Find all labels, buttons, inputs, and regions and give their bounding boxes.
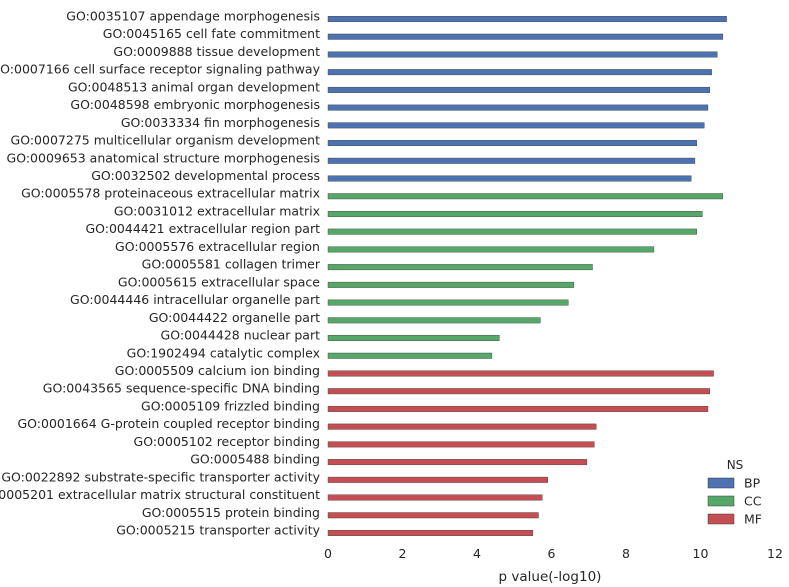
category-label: GO:0005215 transporter activity — [116, 523, 320, 538]
category-label: GO:0044422 organelle part — [149, 310, 320, 325]
category-label: GO:0031012 extracellular matrix — [114, 203, 320, 218]
bar-cc — [327, 228, 697, 235]
x-tick-label: 2 — [399, 546, 407, 561]
legend-swatch-bp — [707, 477, 735, 489]
legend-label-bp: BP — [744, 476, 761, 491]
category-label: GO:0033334 fin morphogenesis — [121, 115, 320, 130]
bar-mf — [327, 405, 709, 412]
bar-cc — [327, 317, 541, 324]
bar-mf — [327, 512, 539, 519]
bar-bp — [327, 140, 697, 147]
bar-cc — [327, 281, 575, 288]
bar-cc — [327, 246, 655, 253]
bars-layer — [327, 16, 727, 536]
category-label: GO:0005109 frizzled binding — [141, 398, 320, 413]
category-label: GO:0044421 extracellular region part — [85, 221, 320, 236]
legend-label-mf: MF — [744, 512, 762, 527]
bar-mf — [327, 388, 711, 395]
category-label: GO:0009888 tissue development — [113, 44, 320, 59]
bar-bp — [327, 33, 724, 40]
category-label: GO:0005615 extracellular space — [118, 274, 320, 289]
category-label: GO:0005509 calcium ion binding — [115, 363, 320, 378]
x-tick-label: 0 — [324, 546, 332, 561]
bar-bp — [327, 122, 705, 129]
bar-mf — [327, 370, 714, 377]
bar-cc — [327, 335, 500, 341]
x-tick-label: 8 — [622, 546, 630, 561]
bar-bp — [327, 51, 718, 58]
legend: NS BP CC MF — [707, 458, 762, 527]
x-tick-label: 4 — [473, 546, 481, 561]
category-label: GO:0005515 protein binding — [142, 505, 320, 520]
bar-bp — [327, 69, 712, 76]
bar-bp — [327, 157, 696, 164]
legend-swatch-mf — [707, 513, 735, 525]
category-label: GO:0045165 cell fate commitment — [103, 26, 320, 41]
x-tick-label: 10 — [693, 546, 709, 561]
bar-cc — [327, 193, 724, 200]
bar-mf — [327, 459, 588, 466]
category-label: GO:0005201 extracellular matrix structur… — [0, 487, 320, 502]
bar-mf — [327, 494, 543, 501]
category-label: GO:0005576 extracellular region — [115, 239, 320, 254]
category-labels: GO:0035107 appendage morphogenesis GO:004… — [0, 9, 321, 538]
category-label: GO:0044428 nuclear part — [161, 328, 321, 343]
category-label: GO:0022892 substrate-specific transporte… — [1, 469, 320, 484]
category-label: GO:0001664 G-protein coupled receptor bi… — [17, 416, 320, 431]
category-label: GO:0007166 cell surface receptor signali… — [0, 62, 321, 77]
x-axis-ticks: 0 2 4 6 8 10 12 — [324, 546, 783, 561]
category-label: GO:0048513 animal organ development — [68, 79, 320, 94]
category-label: GO:0043565 sequence-specific DNA binding — [43, 381, 320, 396]
category-label: GO:0044446 intracellular organelle part — [70, 292, 320, 307]
category-label: GO:1902494 catalytic complex — [127, 345, 320, 360]
bar-bp — [327, 86, 711, 93]
bar-mf — [327, 476, 548, 483]
x-tick-label: 12 — [767, 546, 783, 561]
legend-label-cc: CC — [744, 494, 762, 509]
category-label: GO:0009653 anatomical structure morphoge… — [7, 150, 320, 165]
category-label: GO:0048598 embryonic morphogenesis — [70, 97, 320, 112]
bar-bp — [327, 104, 709, 111]
bar-mf — [327, 423, 597, 430]
category-label: GO:0032502 developmental process — [91, 168, 320, 183]
bar-mf — [327, 441, 595, 448]
bar-cc — [327, 264, 593, 271]
category-label: GO:0035107 appendage morphogenesis — [66, 9, 320, 24]
x-axis-label: p value(-log10) — [499, 569, 602, 585]
bar-bp — [327, 175, 692, 182]
category-label: GO:0005488 binding — [190, 452, 320, 467]
bar-bp — [327, 16, 727, 22]
bar-cc — [327, 352, 493, 359]
bar-cc — [327, 299, 569, 306]
category-label: GO:0007275 multicellular organism develo… — [11, 133, 321, 148]
x-tick-label: 6 — [548, 546, 556, 561]
legend-title: NS — [727, 458, 744, 472]
bar-cc — [327, 211, 703, 217]
category-label: GO:0005578 proteinaceous extracellular m… — [21, 186, 320, 201]
legend-swatch-cc — [707, 495, 735, 507]
category-label: GO:0005102 receptor binding — [134, 434, 320, 449]
category-label: GO:0005581 collagen trimer — [142, 257, 321, 272]
bar-mf — [327, 530, 534, 536]
